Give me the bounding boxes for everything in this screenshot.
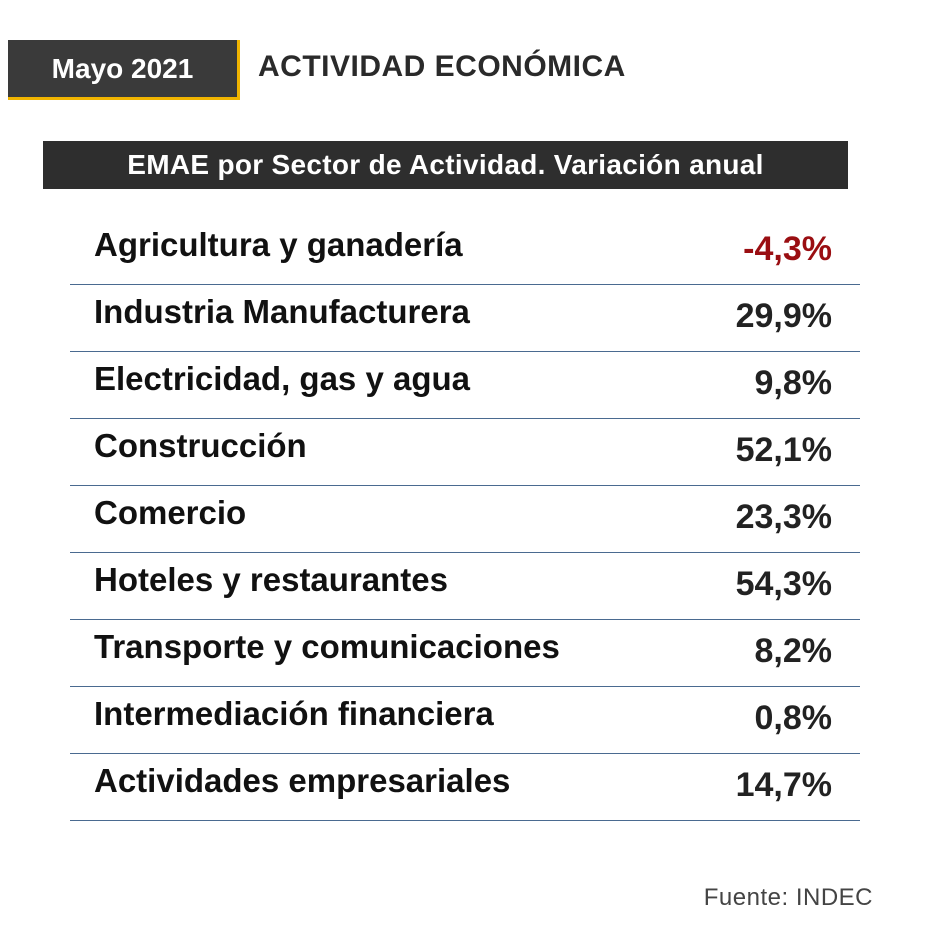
page-title: ACTIVIDAD ECONÓMICA xyxy=(258,50,626,83)
sector-value: 14,7% xyxy=(735,766,832,804)
sector-label: Electricidad, gas y agua xyxy=(94,360,470,397)
source-note: Fuente: INDEC xyxy=(703,884,873,911)
table-row: Intermediación financiera 0,8% xyxy=(70,687,860,754)
sector-label: Industria Manufacturera xyxy=(94,293,470,330)
sector-label: Construcción xyxy=(94,427,307,464)
table-row: Industria Manufacturera 29,9% xyxy=(70,285,860,352)
sector-value: 23,3% xyxy=(735,498,832,536)
sector-label: Transporte y comunicaciones xyxy=(94,628,560,665)
sector-value: 29,9% xyxy=(735,297,832,335)
table-row: Construcción 52,1% xyxy=(70,419,860,486)
sector-label: Intermediación financiera xyxy=(94,695,494,732)
sector-value: 54,3% xyxy=(735,565,832,603)
sector-label: Comercio xyxy=(94,494,247,531)
sector-label: Actividades empresariales xyxy=(94,762,511,799)
table-row: Transporte y comunicaciones 8,2% xyxy=(70,620,860,687)
sector-value: 52,1% xyxy=(735,431,832,469)
table-title: EMAE por Sector de Actividad. Variación … xyxy=(127,149,764,180)
sector-value: 0,8% xyxy=(754,699,833,737)
sector-value: 8,2% xyxy=(754,632,833,670)
table-row: Agricultura y ganadería -4,3% xyxy=(70,218,860,285)
table-row: Electricidad, gas y agua 9,8% xyxy=(70,352,860,419)
sector-table: Agricultura y ganadería -4,3% Industria … xyxy=(70,218,860,821)
table-title-bar: EMAE por Sector de Actividad. Variación … xyxy=(43,141,848,189)
date-badge: Mayo 2021 xyxy=(8,40,240,100)
sector-value: -4,3% xyxy=(743,230,832,268)
table-row: Comercio 23,3% xyxy=(70,486,860,553)
sector-label: Hoteles y restaurantes xyxy=(94,561,448,598)
date-label: Mayo 2021 xyxy=(51,52,194,84)
table-row: Actividades empresariales 14,7% xyxy=(70,754,860,821)
sector-value: 9,8% xyxy=(754,364,833,402)
sector-label: Agricultura y ganadería xyxy=(94,226,463,263)
table-row: Hoteles y restaurantes 54,3% xyxy=(70,553,860,620)
